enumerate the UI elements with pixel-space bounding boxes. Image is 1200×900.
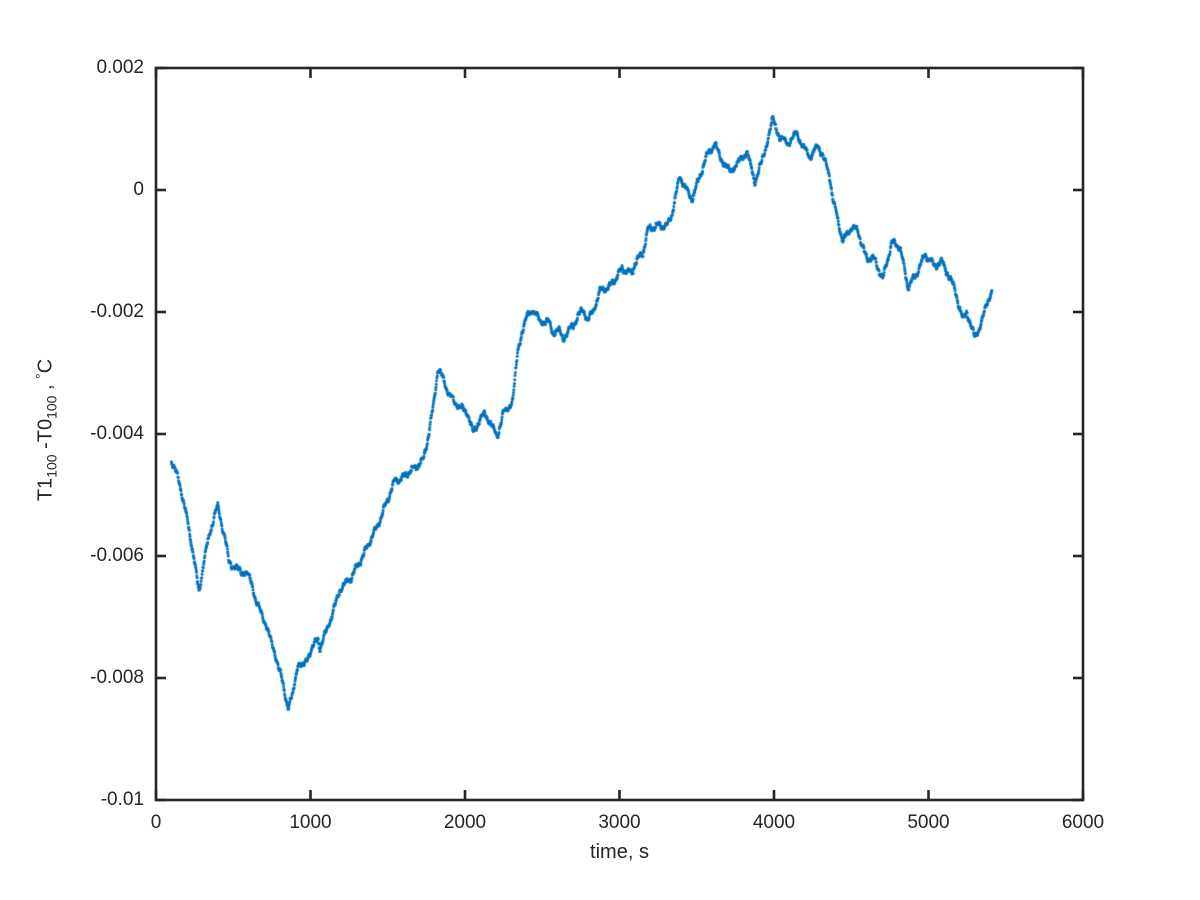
x-axis-label: time, s bbox=[590, 841, 649, 863]
x-tick-label: 0 bbox=[150, 812, 162, 833]
y-tick-label: -0.002 bbox=[90, 301, 144, 322]
ylabel-seg3: , bbox=[34, 378, 57, 396]
x-tick-label: 3000 bbox=[598, 812, 641, 833]
ylabel-seg4: C bbox=[34, 358, 57, 374]
ylabel-degree-symbol: ° bbox=[32, 373, 49, 379]
ylabel-seg1: T1 bbox=[34, 477, 57, 502]
y-tick-label: -0.006 bbox=[90, 545, 144, 566]
x-tick-label: 4000 bbox=[752, 812, 796, 833]
y-tick-label: -0.004 bbox=[90, 423, 144, 444]
y-tick-label: -0.008 bbox=[90, 667, 144, 688]
x-tick-label: 6000 bbox=[1061, 812, 1105, 833]
ylabel-sub1: 100 bbox=[43, 454, 60, 478]
x-tick-label: 5000 bbox=[907, 812, 950, 833]
y-tick-label: 0.002 bbox=[96, 57, 144, 78]
y-tick-label: 0 bbox=[133, 179, 144, 200]
ylabel-sub2: 100 bbox=[43, 395, 60, 419]
y-tick-label: -0.01 bbox=[100, 789, 144, 810]
ylabel-seg2: -T0 bbox=[34, 418, 57, 455]
x-tick-label: 1000 bbox=[289, 812, 332, 833]
x-tick-label: 2000 bbox=[443, 812, 487, 833]
y-axis-label: T1100 -T0100 , °C bbox=[33, 359, 60, 501]
